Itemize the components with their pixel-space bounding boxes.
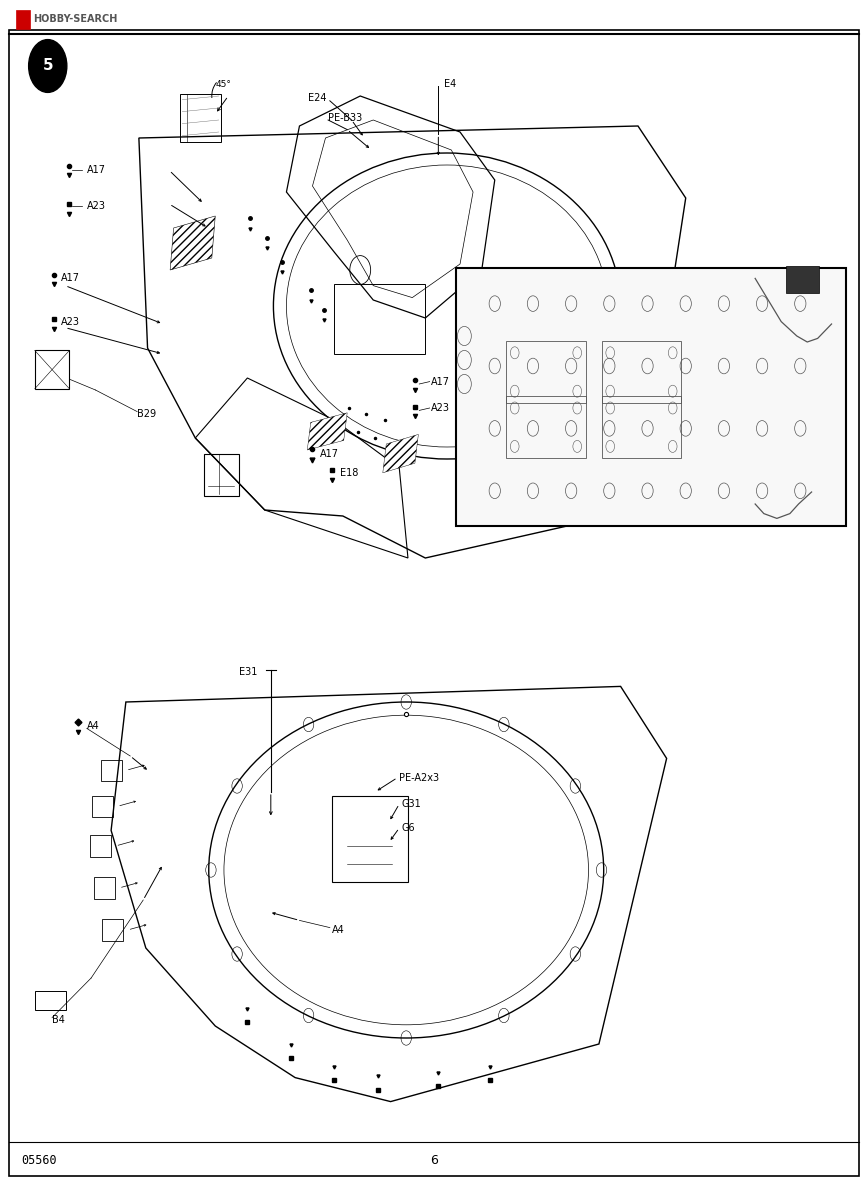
- Text: A17: A17: [87, 166, 106, 175]
- Text: 5: 5: [43, 59, 53, 73]
- Text: A17: A17: [319, 449, 339, 458]
- Text: 45°: 45°: [469, 515, 484, 524]
- Bar: [35, 991, 66, 1010]
- Text: A23: A23: [61, 317, 80, 326]
- Text: 05560: 05560: [22, 1154, 57, 1166]
- Text: A17: A17: [61, 274, 80, 283]
- Text: A23: A23: [87, 202, 106, 211]
- Text: G6: G6: [401, 823, 415, 833]
- Bar: [506, 396, 586, 458]
- Bar: [101, 760, 122, 781]
- Text: 6: 6: [430, 1154, 438, 1166]
- Text: PE-B33: PE-B33: [328, 113, 362, 122]
- Text: B29: B29: [137, 409, 156, 419]
- Polygon shape: [307, 413, 347, 450]
- Bar: [506, 341, 586, 403]
- Text: E31: E31: [239, 667, 257, 677]
- Bar: [332, 796, 408, 882]
- Bar: [16, 10, 30, 29]
- Bar: [786, 266, 819, 293]
- Circle shape: [29, 40, 67, 92]
- Bar: [602, 341, 681, 403]
- Polygon shape: [383, 434, 418, 473]
- Bar: [602, 396, 681, 458]
- Polygon shape: [170, 216, 215, 270]
- Bar: [92, 796, 113, 817]
- Text: E18: E18: [340, 468, 358, 478]
- Text: HOBBY-SEARCH: HOBBY-SEARCH: [33, 14, 117, 24]
- Text: E4: E4: [444, 79, 457, 89]
- Bar: [102, 919, 123, 941]
- Bar: [180, 94, 221, 142]
- Bar: [90, 835, 111, 857]
- Text: G31: G31: [401, 799, 421, 809]
- Bar: [334, 284, 425, 354]
- Text: A4: A4: [87, 721, 100, 731]
- Bar: [94, 877, 115, 899]
- Text: B4: B4: [52, 1015, 65, 1025]
- Text: PE-A2x3: PE-A2x3: [399, 773, 439, 782]
- Text: A4: A4: [332, 925, 345, 935]
- Text: 45°: 45°: [216, 79, 232, 89]
- Text: A17: A17: [431, 377, 450, 386]
- Bar: [35, 350, 69, 389]
- Text: A23: A23: [431, 403, 450, 413]
- Bar: [456, 268, 846, 526]
- Bar: [204, 454, 239, 496]
- Text: E24: E24: [308, 94, 326, 103]
